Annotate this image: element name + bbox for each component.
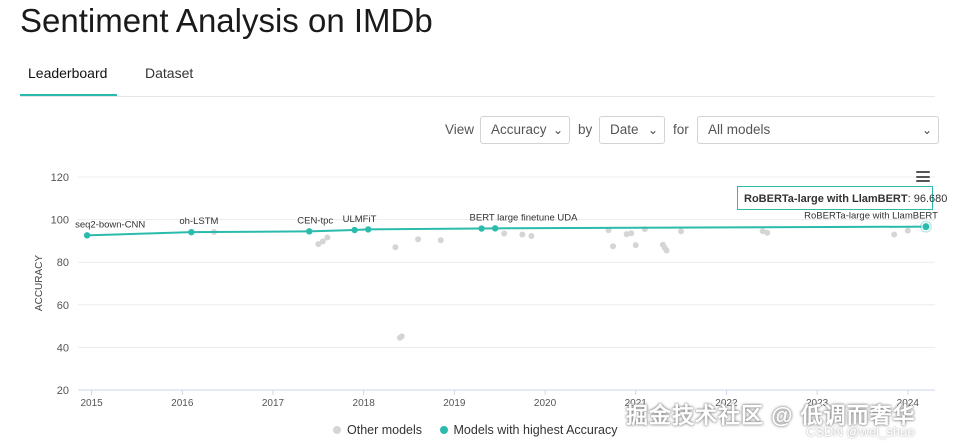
other-model-point (904, 227, 911, 234)
tooltip-value: 96.680 (913, 193, 948, 205)
x-tick-label: 2021 (625, 398, 648, 409)
point-tooltip: RoBERTa-large with LlamBERT: 96.680 (737, 186, 947, 210)
tab-leaderboard[interactable]: Leaderboard (28, 65, 108, 81)
legend-best-models[interactable]: Models with highest Accuracy (439, 423, 618, 437)
watermark-text: 掘金技术社区 @ 低调而奢华 (626, 403, 916, 428)
x-tick-label: 2023 (806, 398, 829, 409)
other-model-point (398, 333, 405, 340)
other-model-point (628, 230, 635, 237)
y-tick-label: 20 (57, 385, 69, 397)
point-label: CEN-tpc (297, 215, 333, 226)
other-model-point (610, 243, 617, 250)
for-label: for (673, 122, 689, 137)
other-model-point (437, 237, 444, 244)
tooltip-model: RoBERTa-large with LlamBERT (744, 193, 908, 205)
best-model-point (188, 228, 195, 236)
legend-best-label: Models with highest Accuracy (453, 423, 618, 437)
legend-other-models[interactable]: Other models (333, 423, 422, 437)
x-tick-label: 2017 (262, 398, 285, 409)
other-model-point (315, 241, 322, 248)
by-label: by (578, 122, 593, 137)
other-model-point (319, 238, 326, 245)
tab-bar: Leaderboard Dataset (20, 58, 935, 97)
point-label: ULMFiT (343, 214, 377, 225)
best-model-point (491, 225, 499, 232)
y-tick-label: 60 (57, 300, 69, 312)
other-model-point (415, 236, 422, 243)
page-title: Sentiment Analysis on IMDb (20, 2, 433, 39)
best-model-point (365, 226, 372, 233)
chart-menu-icon[interactable] (916, 171, 930, 182)
chart-legend: Other models Models with highest Accurac… (333, 423, 631, 437)
other-model-point (663, 247, 670, 254)
metric-select-value: Accuracy (491, 122, 547, 137)
other-model-point (392, 244, 399, 251)
legend-dot-best (439, 425, 448, 434)
chevron-down-icon: ⌄ (921, 123, 932, 137)
chevron-down-icon: ⌄ (552, 123, 563, 137)
active-tab-indicator (20, 94, 117, 96)
y-tick-label: 80 (57, 257, 69, 269)
view-label: View (445, 122, 475, 137)
chevron-down-icon: ⌄ (647, 123, 658, 137)
y-tick-label: 100 (51, 215, 69, 227)
x-tick-label: 2018 (353, 398, 376, 409)
legend-other-label: Other models (347, 423, 423, 437)
other-model-point (891, 231, 898, 238)
y-axis-label: ACCURACY (34, 255, 45, 311)
other-model-point (764, 229, 771, 236)
tab-dataset[interactable]: Dataset (145, 65, 194, 81)
other-model-point (623, 231, 630, 238)
y-tick-label: 40 (57, 342, 69, 354)
other-model-point (519, 231, 526, 238)
best-model-point (83, 232, 91, 239)
watermark-sub: CSDN @wei_shuo (806, 424, 915, 439)
x-tick-label: 2019 (443, 398, 466, 409)
x-tick-label: 2016 (171, 398, 194, 409)
other-model-point (632, 242, 639, 249)
other-model-point (501, 230, 508, 237)
point-label: oh-LSTM (179, 216, 218, 227)
x-axis-select-value: Date (610, 122, 639, 137)
x-tick-label: 2024 (897, 398, 920, 409)
best-model-point (478, 225, 485, 232)
x-tick-label: 2022 (715, 398, 738, 409)
model-filter-select[interactable]: All models ⌄ (697, 116, 939, 144)
x-axis-select[interactable]: Date ⌄ (599, 116, 665, 144)
best-model-point (306, 228, 313, 235)
point-label: RoBERTa-large with LlamBERT (804, 211, 938, 222)
best-model-point (351, 226, 358, 234)
other-model-point (528, 233, 535, 240)
metric-select[interactable]: Accuracy ⌄ (480, 116, 570, 144)
model-filter-select-value: All models (708, 122, 771, 137)
point-label: BERT large finetune UDA (470, 213, 579, 224)
x-tick-label: 2015 (80, 398, 103, 409)
x-tick-label: 2020 (534, 398, 557, 409)
legend-dot-other (333, 425, 341, 434)
point-label: seq2-bown-CNN (75, 219, 145, 230)
best-model-point (921, 222, 931, 232)
y-tick-label: 120 (51, 172, 69, 184)
other-model-point (759, 228, 766, 235)
other-model-point (678, 228, 685, 235)
other-model-point (324, 234, 331, 241)
